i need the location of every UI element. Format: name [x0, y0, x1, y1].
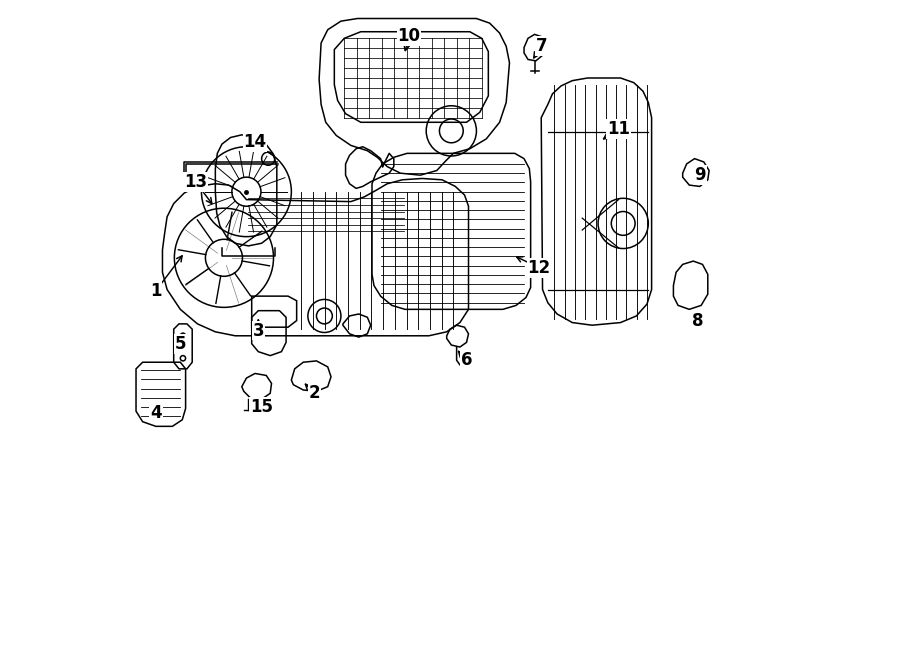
Text: 2: 2 — [309, 384, 320, 403]
Text: 5: 5 — [175, 334, 186, 353]
Text: 13: 13 — [184, 173, 207, 191]
Text: 15: 15 — [250, 397, 273, 416]
Text: 8: 8 — [692, 311, 704, 330]
Text: 14: 14 — [243, 133, 266, 151]
Text: 3: 3 — [253, 321, 264, 340]
Text: 11: 11 — [608, 120, 630, 138]
Text: 9: 9 — [694, 166, 706, 184]
Text: 7: 7 — [536, 37, 547, 56]
Text: 6: 6 — [461, 351, 472, 369]
Text: 1: 1 — [150, 282, 162, 300]
Text: 4: 4 — [150, 404, 162, 422]
Text: 10: 10 — [398, 27, 420, 46]
Text: 12: 12 — [527, 258, 551, 277]
